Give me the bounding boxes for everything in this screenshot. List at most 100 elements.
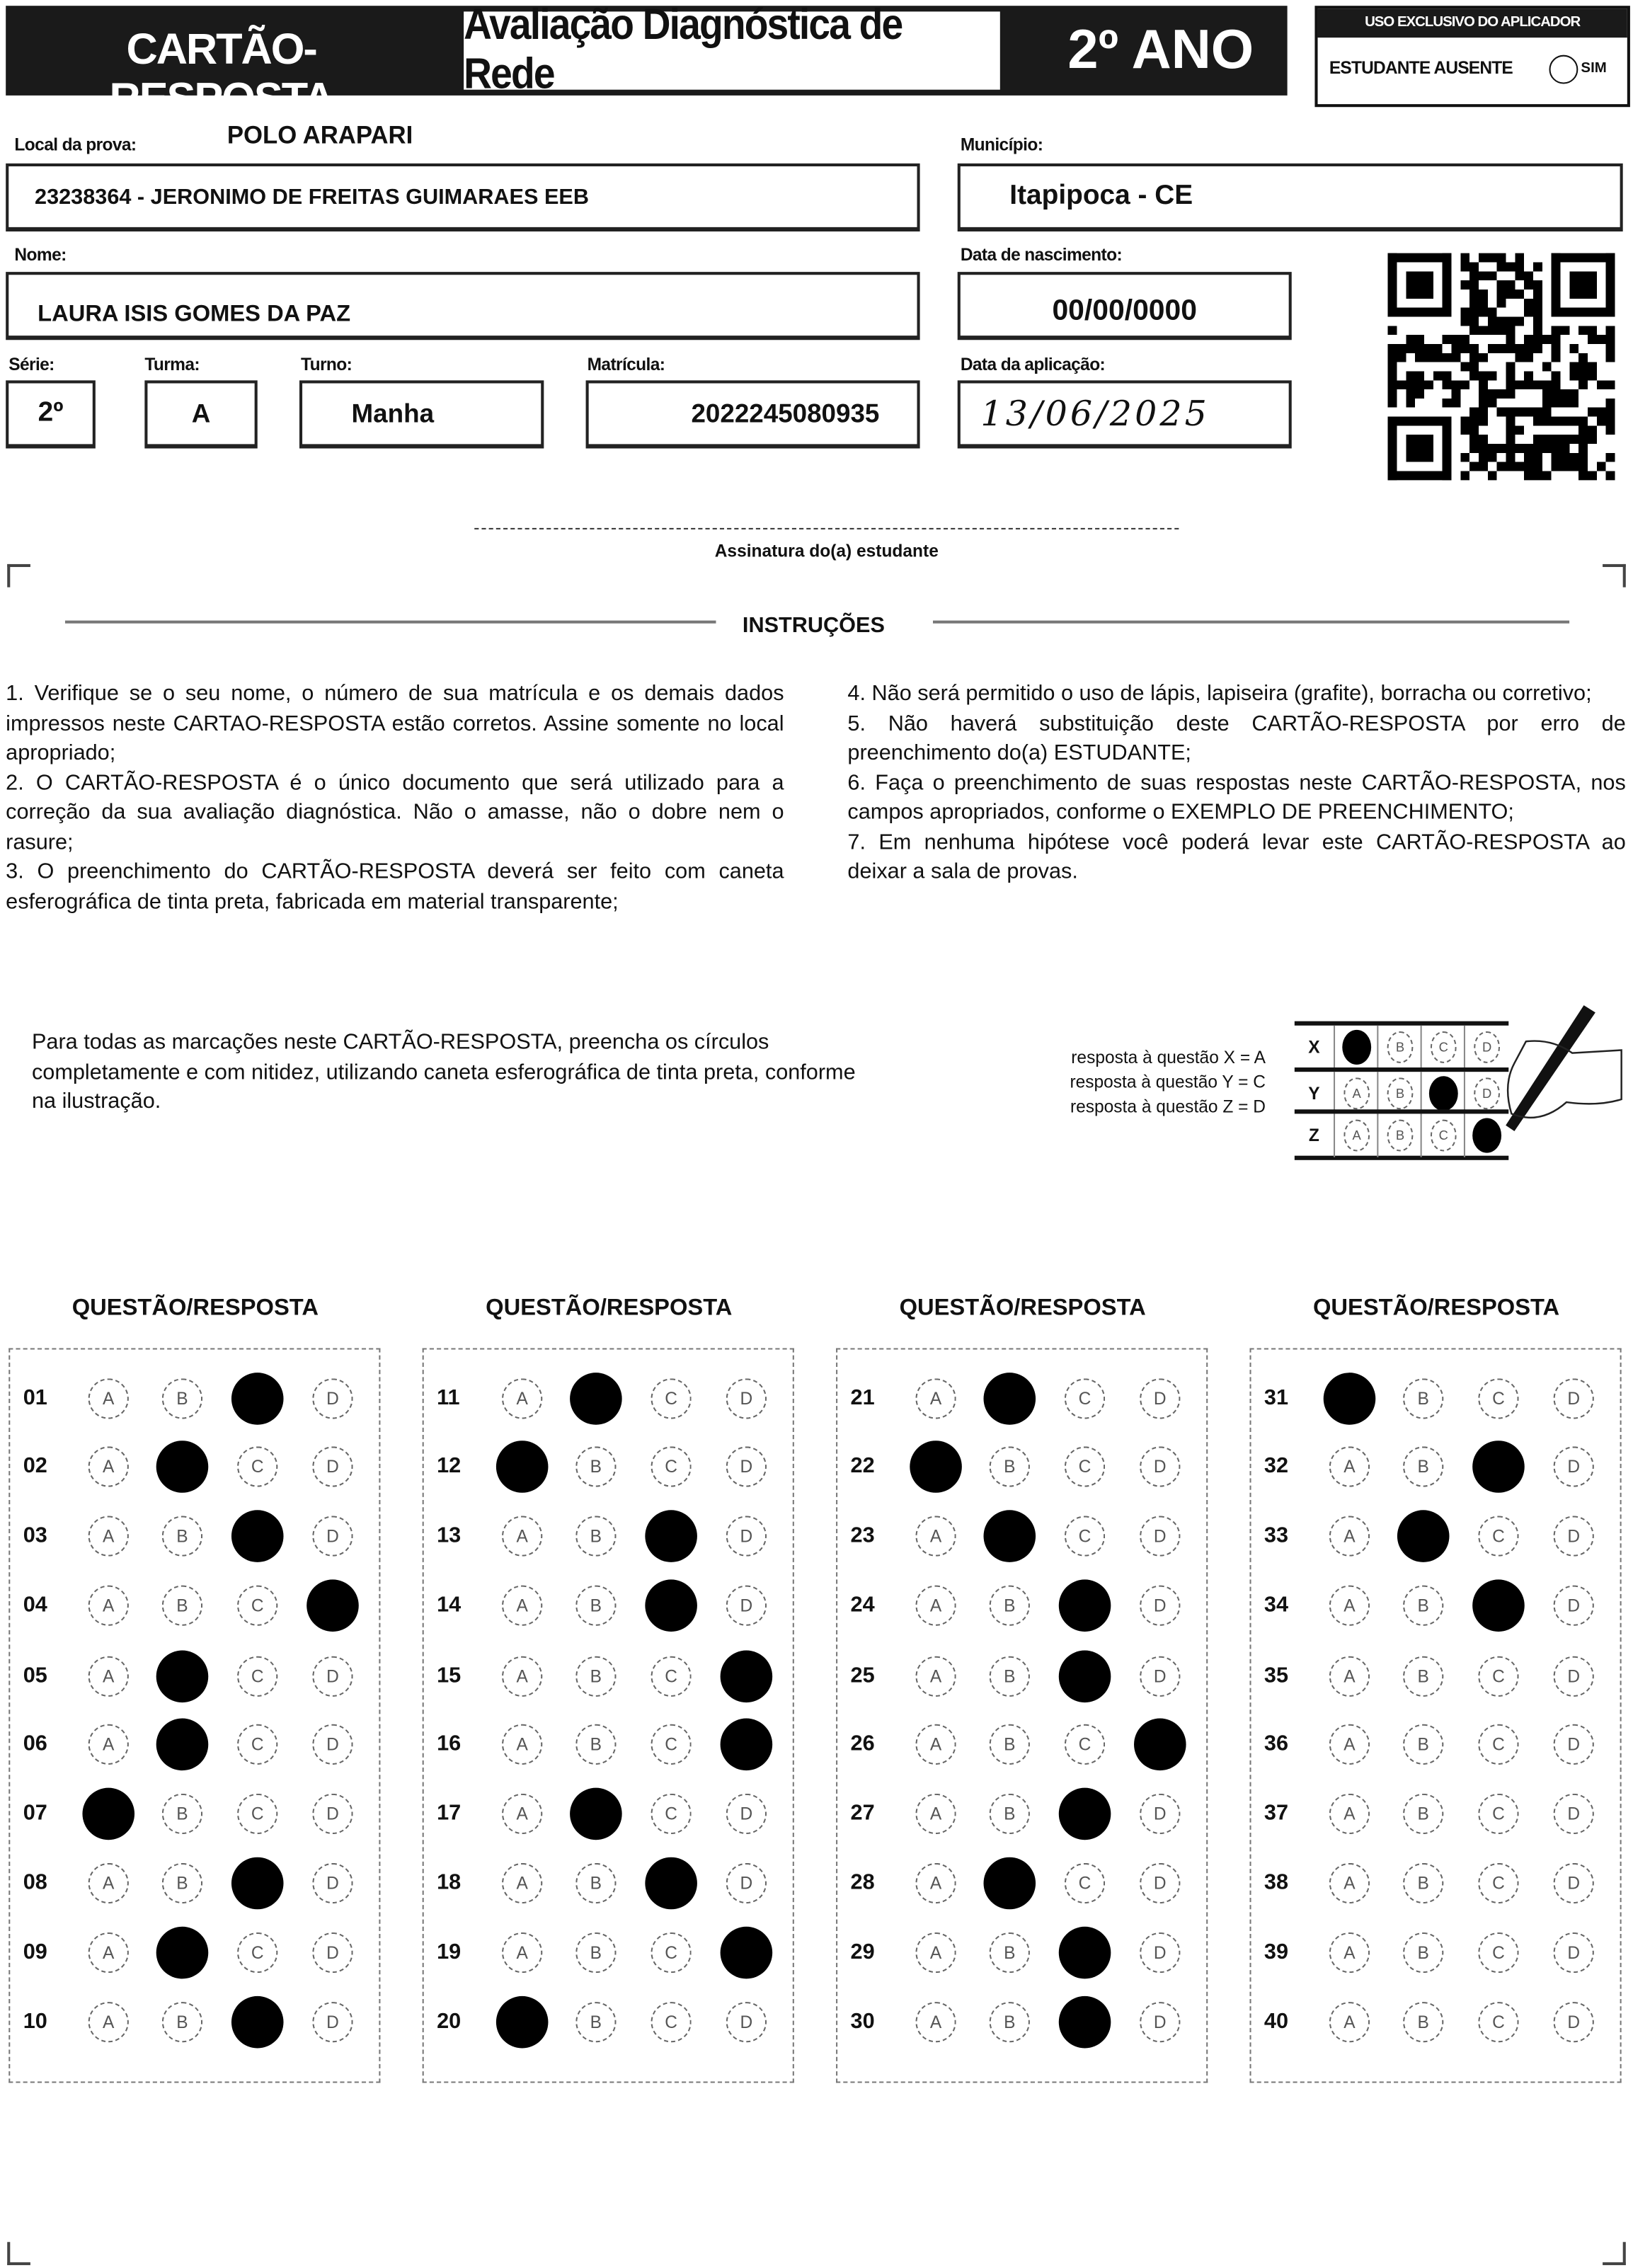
answer-bubble[interactable]: C bbox=[1478, 1656, 1519, 1697]
answer-bubble[interactable]: B bbox=[575, 1656, 617, 1697]
answer-bubble[interactable]: B bbox=[1403, 1724, 1444, 1765]
answer-bubble[interactable]: C bbox=[1064, 1378, 1106, 1419]
answer-bubble-filled[interactable] bbox=[1472, 1579, 1525, 1632]
answer-bubble[interactable]: D bbox=[726, 1446, 767, 1487]
answer-bubble[interactable]: C bbox=[1478, 2002, 1519, 2043]
answer-bubble[interactable]: A bbox=[1329, 1724, 1370, 1765]
answer-bubble[interactable]: D bbox=[1553, 1446, 1594, 1487]
answer-bubble-filled[interactable] bbox=[983, 1373, 1036, 1425]
answer-bubble[interactable]: D bbox=[312, 1656, 353, 1697]
answer-bubble[interactable]: D bbox=[1140, 1378, 1181, 1419]
answer-bubble-filled[interactable] bbox=[1058, 1926, 1111, 1979]
answer-bubble[interactable]: B bbox=[161, 1862, 203, 1904]
answer-bubble[interactable]: A bbox=[502, 1656, 543, 1697]
answer-bubble[interactable]: A bbox=[88, 1378, 129, 1419]
answer-bubble[interactable]: B bbox=[1403, 1793, 1444, 1835]
answer-bubble[interactable]: C bbox=[1064, 1724, 1106, 1765]
answer-bubble[interactable]: D bbox=[1140, 1656, 1181, 1697]
answer-bubble[interactable]: B bbox=[989, 1446, 1030, 1487]
answer-bubble[interactable]: B bbox=[989, 1932, 1030, 1974]
answer-bubble[interactable]: B bbox=[1403, 1378, 1444, 1419]
answer-bubble[interactable]: C bbox=[651, 1793, 692, 1835]
answer-bubble[interactable]: A bbox=[915, 2002, 956, 2043]
answer-bubble[interactable]: D bbox=[726, 2002, 767, 2043]
answer-bubble-filled[interactable] bbox=[82, 1787, 135, 1840]
answer-bubble[interactable]: A bbox=[1329, 2002, 1370, 2043]
answer-bubble-filled[interactable] bbox=[983, 1510, 1036, 1562]
answer-bubble[interactable]: C bbox=[1478, 1932, 1519, 1974]
answer-bubble-filled[interactable] bbox=[720, 1650, 773, 1703]
answer-bubble[interactable]: C bbox=[1478, 1793, 1519, 1835]
answer-bubble[interactable]: A bbox=[502, 1932, 543, 1974]
answer-bubble[interactable]: B bbox=[1403, 1585, 1444, 1626]
answer-bubble[interactable]: A bbox=[915, 1656, 956, 1697]
answer-bubble[interactable]: B bbox=[1403, 1932, 1444, 1974]
answer-bubble[interactable]: D bbox=[726, 1585, 767, 1626]
answer-bubble[interactable]: A bbox=[502, 1378, 543, 1419]
answer-bubble[interactable]: D bbox=[1553, 1793, 1594, 1835]
answer-bubble[interactable]: D bbox=[312, 1378, 353, 1419]
answer-bubble[interactable]: D bbox=[1553, 2002, 1594, 2043]
answer-bubble[interactable]: A bbox=[915, 1585, 956, 1626]
answer-bubble[interactable]: D bbox=[312, 1793, 353, 1835]
answer-bubble[interactable]: B bbox=[575, 1932, 617, 1974]
answer-bubble[interactable]: B bbox=[575, 1585, 617, 1626]
answer-bubble[interactable]: D bbox=[726, 1793, 767, 1835]
answer-bubble[interactable]: B bbox=[575, 1446, 617, 1487]
answer-bubble-filled[interactable] bbox=[1058, 1995, 1111, 2049]
answer-bubble[interactable]: D bbox=[1140, 1585, 1181, 1626]
answer-bubble[interactable]: C bbox=[237, 1656, 278, 1697]
answer-bubble[interactable]: C bbox=[651, 1446, 692, 1487]
answer-bubble[interactable]: A bbox=[88, 1932, 129, 1974]
answer-bubble[interactable]: D bbox=[726, 1862, 767, 1904]
answer-bubble[interactable]: D bbox=[1140, 1862, 1181, 1904]
answer-bubble[interactable]: C bbox=[651, 1656, 692, 1697]
answer-bubble-filled[interactable] bbox=[156, 1718, 209, 1771]
answer-bubble[interactable]: C bbox=[1064, 1862, 1106, 1904]
answer-bubble[interactable]: A bbox=[1329, 1516, 1370, 1557]
answer-bubble[interactable]: D bbox=[1140, 1516, 1181, 1557]
answer-bubble-filled[interactable] bbox=[645, 1579, 697, 1632]
answer-bubble[interactable]: B bbox=[1403, 2002, 1444, 2043]
answer-bubble[interactable]: B bbox=[989, 1656, 1030, 1697]
answer-bubble[interactable]: B bbox=[989, 1585, 1030, 1626]
answer-bubble[interactable]: C bbox=[237, 1724, 278, 1765]
answer-bubble[interactable]: A bbox=[502, 1724, 543, 1765]
answer-bubble-filled[interactable] bbox=[231, 1995, 284, 2049]
answer-bubble[interactable]: A bbox=[915, 1378, 956, 1419]
answer-bubble-filled[interactable] bbox=[570, 1787, 622, 1840]
answer-bubble[interactable]: C bbox=[651, 1932, 692, 1974]
answer-bubble-filled[interactable] bbox=[1472, 1441, 1525, 1493]
answer-bubble[interactable]: D bbox=[1553, 1932, 1594, 1974]
answer-bubble[interactable]: A bbox=[88, 1656, 129, 1697]
answer-bubble[interactable]: B bbox=[161, 1516, 203, 1557]
answer-bubble-filled[interactable] bbox=[495, 1995, 549, 2049]
answer-bubble[interactable]: B bbox=[989, 1724, 1030, 1765]
answer-bubble[interactable]: B bbox=[1403, 1656, 1444, 1697]
answer-bubble[interactable]: A bbox=[1329, 1446, 1370, 1487]
answer-bubble-filled[interactable] bbox=[910, 1441, 962, 1493]
answer-bubble[interactable]: A bbox=[1329, 1656, 1370, 1697]
answer-bubble-filled[interactable] bbox=[231, 1857, 284, 1910]
answer-bubble-filled[interactable] bbox=[1323, 1373, 1376, 1425]
answer-bubble-filled[interactable] bbox=[1058, 1579, 1111, 1632]
answer-bubble[interactable]: C bbox=[237, 1585, 278, 1626]
answer-bubble[interactable]: D bbox=[312, 1446, 353, 1487]
answer-bubble[interactable]: A bbox=[502, 1862, 543, 1904]
answer-bubble[interactable]: A bbox=[88, 1446, 129, 1487]
answer-bubble-filled[interactable] bbox=[1058, 1787, 1111, 1840]
answer-bubble-filled[interactable] bbox=[645, 1857, 697, 1910]
answer-bubble[interactable]: D bbox=[726, 1516, 767, 1557]
answer-bubble[interactable]: D bbox=[1553, 1516, 1594, 1557]
answer-bubble[interactable]: B bbox=[161, 1585, 203, 1626]
answer-bubble[interactable]: A bbox=[502, 1793, 543, 1835]
answer-bubble-filled[interactable] bbox=[231, 1373, 284, 1425]
answer-bubble[interactable]: B bbox=[575, 1516, 617, 1557]
answer-bubble-filled[interactable] bbox=[983, 1857, 1036, 1910]
answer-bubble-filled[interactable] bbox=[306, 1579, 359, 1632]
answer-bubble[interactable]: A bbox=[915, 1862, 956, 1904]
signature-line[interactable] bbox=[474, 527, 1179, 529]
answer-bubble[interactable]: B bbox=[575, 2002, 617, 2043]
answer-bubble[interactable]: C bbox=[651, 1724, 692, 1765]
answer-bubble[interactable]: D bbox=[1553, 1656, 1594, 1697]
